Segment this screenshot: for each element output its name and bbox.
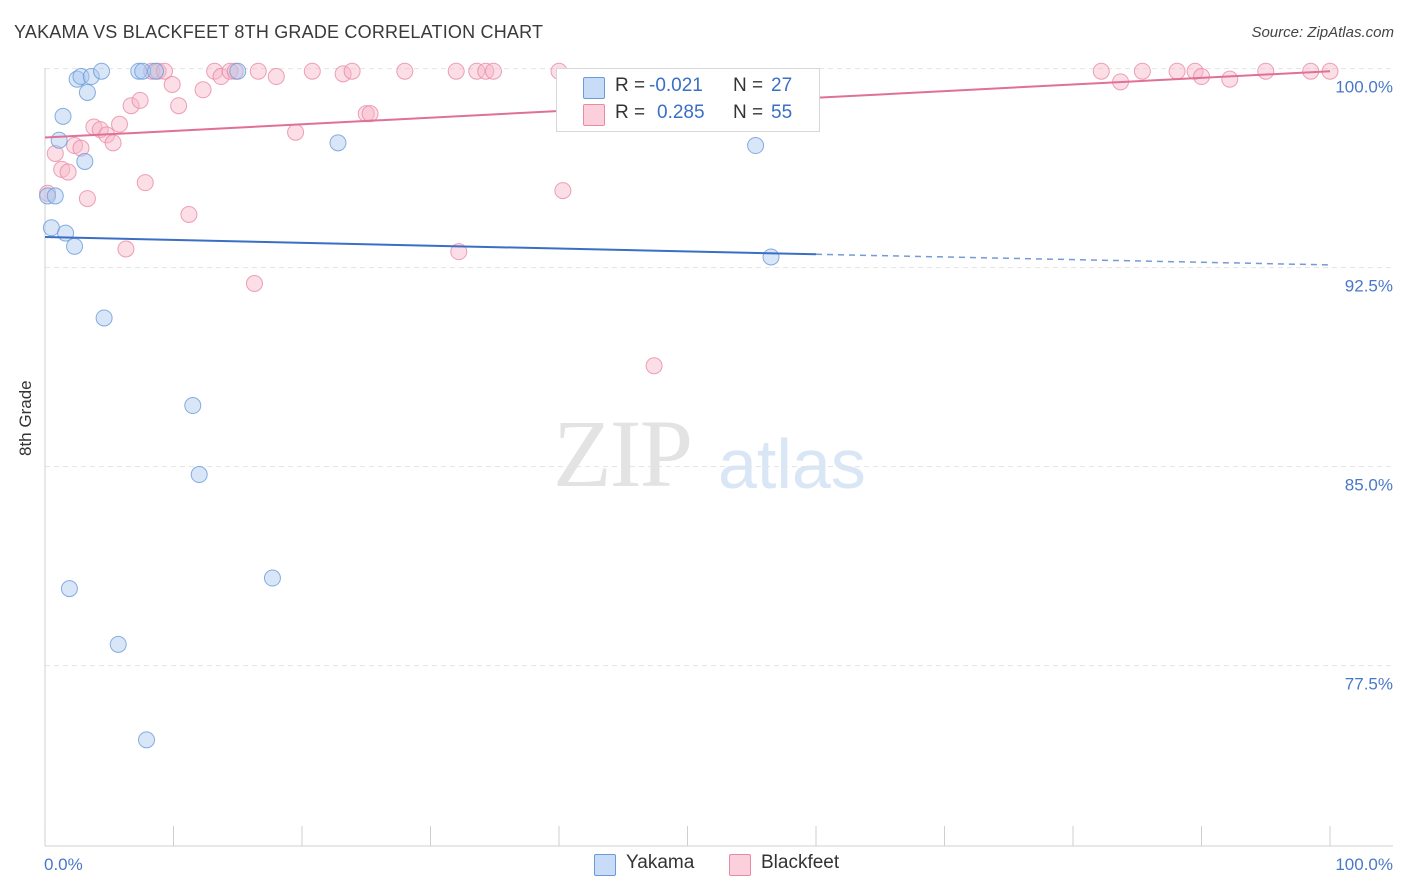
y-tick-label: 85.0%: [1345, 476, 1393, 495]
legend-item-yakama[interactable]: Yakama: [594, 852, 714, 876]
yakama-point: [147, 62, 165, 80]
yakama-point: [747, 137, 765, 155]
yakama-point: [263, 569, 281, 587]
blackfeet-point: [136, 174, 154, 192]
blackfeet-point: [303, 62, 321, 80]
legend-n-value: 55: [771, 102, 793, 123]
chart-title: YAKAMA VS BLACKFEET 8TH GRADE CORRELATIO…: [14, 22, 544, 42]
yakama-point: [762, 248, 780, 266]
legend-r-value: 0.285: [657, 102, 705, 123]
yakama-point: [46, 187, 64, 205]
blackfeet-point: [111, 115, 129, 133]
yakama-point: [60, 580, 78, 598]
blackfeet-point: [343, 62, 361, 80]
blackfeet-point: [361, 105, 379, 123]
yakama-point: [130, 62, 148, 80]
y-tick-label: 77.5%: [1345, 675, 1393, 694]
source-credit: Source: ZipAtlas.com: [1251, 24, 1394, 41]
legend-n-value: 27: [771, 75, 793, 96]
blackfeet-point: [180, 206, 198, 224]
blackfeet-point: [117, 240, 135, 258]
yakama-point: [72, 68, 90, 86]
legend-swatch-yakama: [594, 854, 616, 876]
yakama-point: [184, 397, 202, 415]
yakama-point: [109, 635, 127, 653]
blackfeet-point: [396, 62, 414, 80]
yakama-point: [50, 131, 68, 149]
yakama-point: [42, 219, 60, 237]
legend-label-blackfeet: Blackfeet: [761, 852, 840, 873]
legend-item-blackfeet[interactable]: Blackfeet: [729, 852, 859, 876]
blackfeet-point: [249, 62, 267, 80]
blackfeet-point: [170, 97, 188, 115]
yakama-point: [190, 466, 208, 484]
legend-label-yakama: Yakama: [626, 852, 695, 873]
yakama-point: [54, 107, 72, 125]
legend-r-label: R =: [615, 102, 646, 123]
yakama-point: [78, 83, 96, 101]
yakama-point: [229, 62, 247, 80]
blackfeet-point: [484, 62, 502, 80]
legend-r-label: R =: [615, 75, 646, 96]
blackfeet-point: [156, 62, 174, 80]
blackfeet-point: [1257, 62, 1275, 80]
yakama-point: [95, 309, 113, 327]
blackfeet-point: [104, 134, 122, 152]
blackfeet-point: [1221, 70, 1239, 88]
y-tick-label: 92.5%: [1345, 277, 1393, 296]
blackfeet-point: [78, 190, 96, 208]
legend-r-value: -0.021: [649, 75, 703, 96]
yakama-point: [93, 62, 111, 80]
yakama-point: [66, 237, 84, 255]
yakama-point: [138, 731, 156, 749]
blackfeet-point: [645, 357, 663, 375]
yakama-point: [82, 68, 100, 86]
correlation-legend: R = -0.021 N = 27 R = 0.285 N = 55: [556, 68, 820, 132]
x-tick-label: 100.0%: [1335, 855, 1393, 874]
blackfeet-point: [447, 62, 465, 80]
yakama-point: [329, 134, 347, 152]
blackfeet-point: [59, 163, 77, 181]
blackfeet-point: [131, 91, 149, 109]
blackfeet-point: [72, 139, 90, 157]
blackfeet-point: [46, 144, 64, 162]
y-tick-label: 100.0%: [1335, 78, 1393, 97]
yakama-point: [134, 62, 152, 80]
blackfeet-point: [287, 123, 305, 141]
watermark-zip: ZIP: [553, 400, 693, 507]
yakama-trend-extension: [815, 253, 1331, 266]
blackfeet-point: [122, 97, 140, 115]
x-tick-label: 0.0%: [44, 855, 83, 874]
y-axis-label: 8th Grade: [16, 380, 35, 456]
yakama-point: [76, 152, 94, 170]
blackfeet-point: [143, 62, 161, 80]
legend-n-label: N =: [733, 75, 764, 96]
yakama-trend-line: [44, 236, 817, 256]
blackfeet-point: [1133, 62, 1151, 80]
blackfeet-point: [1092, 62, 1110, 80]
blackfeet-point: [554, 182, 572, 200]
blackfeet-point: [468, 62, 486, 80]
blackfeet-point: [1168, 62, 1186, 80]
blackfeet-point: [163, 75, 181, 93]
blackfeet-point: [245, 274, 263, 292]
legend-swatch-blackfeet: [583, 104, 605, 126]
blackfeet-point: [267, 68, 285, 86]
legend-swatch-yakama: [583, 77, 605, 99]
legend-swatch-blackfeet: [729, 854, 751, 876]
blackfeet-point: [1193, 68, 1210, 86]
blackfeet-point: [194, 81, 212, 99]
legend-n-label: N =: [733, 102, 764, 123]
watermark-atlas: atlas: [718, 425, 866, 503]
blackfeet-point: [450, 243, 468, 261]
